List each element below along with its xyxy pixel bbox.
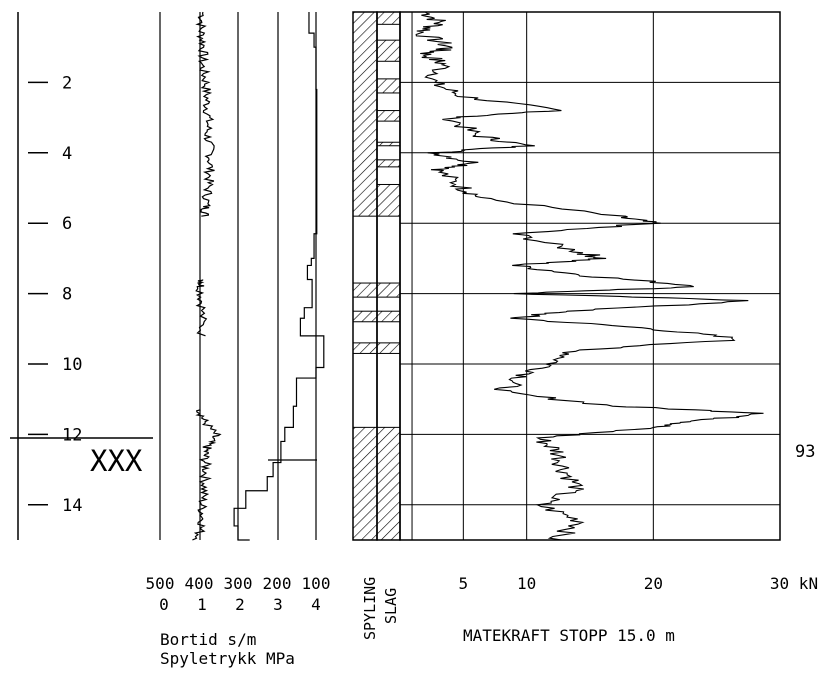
depth-marker-label: XXX [90, 444, 143, 478]
bortid-label: Bortid s/m [160, 630, 256, 649]
spyling-segment-3 [352, 342, 378, 354]
spyletrykk-profile [233, 12, 325, 541]
bortid-trace [192, 11, 222, 541]
matekraft-panel: 5 10 20 30 kN MATEKRAFT STOPP 15.0 m [399, 11, 818, 645]
spyling-segment-0 [352, 11, 378, 217]
depth-right-value: 93 [795, 442, 815, 462]
slag-segment-6 [376, 183, 401, 217]
matekraft-tick-3: 30 kN [770, 574, 818, 593]
slag-segment-7 [376, 282, 401, 298]
slag-segment-3 [376, 110, 401, 122]
matekraft-tick-0: 5 [459, 574, 469, 593]
bortid-tick-400: 400 [185, 574, 214, 593]
matekraft-frame [399, 11, 781, 541]
spyling-segment-1 [352, 282, 378, 298]
depth-tick-label-2: 2 [62, 73, 72, 93]
slag-segment-1 [376, 39, 401, 62]
spyletrykk-tick-4: 4 [311, 595, 321, 614]
depth-tick-label-12: 12 [62, 425, 82, 445]
slag-segment-0 [376, 11, 401, 25]
depth-tick-label-8: 8 [62, 285, 72, 305]
depth-tick-label-6: 6 [62, 214, 72, 234]
spyletrykk-tick-3: 3 [273, 595, 283, 614]
depth-tick-label-4: 4 [62, 144, 72, 164]
slag-label: SLAG [382, 588, 400, 624]
spyletrykk-label: Spyletrykk MPa [160, 649, 295, 668]
bortid-tick-500: 500 [146, 574, 175, 593]
spyling-segment-4 [352, 426, 378, 541]
slag-segment-10 [376, 426, 401, 541]
mode-panel: SPYLING SLAG [352, 11, 401, 640]
bortid-tick-300: 300 [224, 574, 253, 593]
matekraft-tick-2: 20 [644, 574, 663, 593]
matekraft-trace [415, 11, 764, 541]
bortid-panel: 500 400 300 200 100 0 1 2 3 4 Bortid s/m Spyletr… [146, 11, 331, 668]
bortid-tick-100: 100 [302, 574, 331, 593]
slag-segment-8 [376, 310, 401, 323]
spyletrykk-tick-0: 0 [159, 595, 169, 614]
spyletrykk-tick-1: 1 [197, 595, 207, 614]
matekraft-label: MATEKRAFT STOPP 15.0 m [463, 626, 675, 645]
slag-segment-5 [376, 159, 401, 168]
bortid-tick-200: 200 [263, 574, 292, 593]
matekraft-tick-1: 10 [517, 574, 536, 593]
spyling-segment-2 [352, 310, 378, 323]
slag-segment-4 [376, 141, 401, 147]
spyletrykk-tick-2: 2 [235, 595, 245, 614]
slag-segment-9 [376, 342, 401, 354]
spyling-label: SPYLING [361, 577, 379, 640]
depth-tick-label-14: 14 [62, 496, 82, 516]
depth-axis: 2 4 6 8 10 12 14 XXX 93 [10, 12, 815, 540]
depth-tick-label-10: 10 [62, 355, 82, 375]
slag-segment-2 [376, 78, 401, 94]
